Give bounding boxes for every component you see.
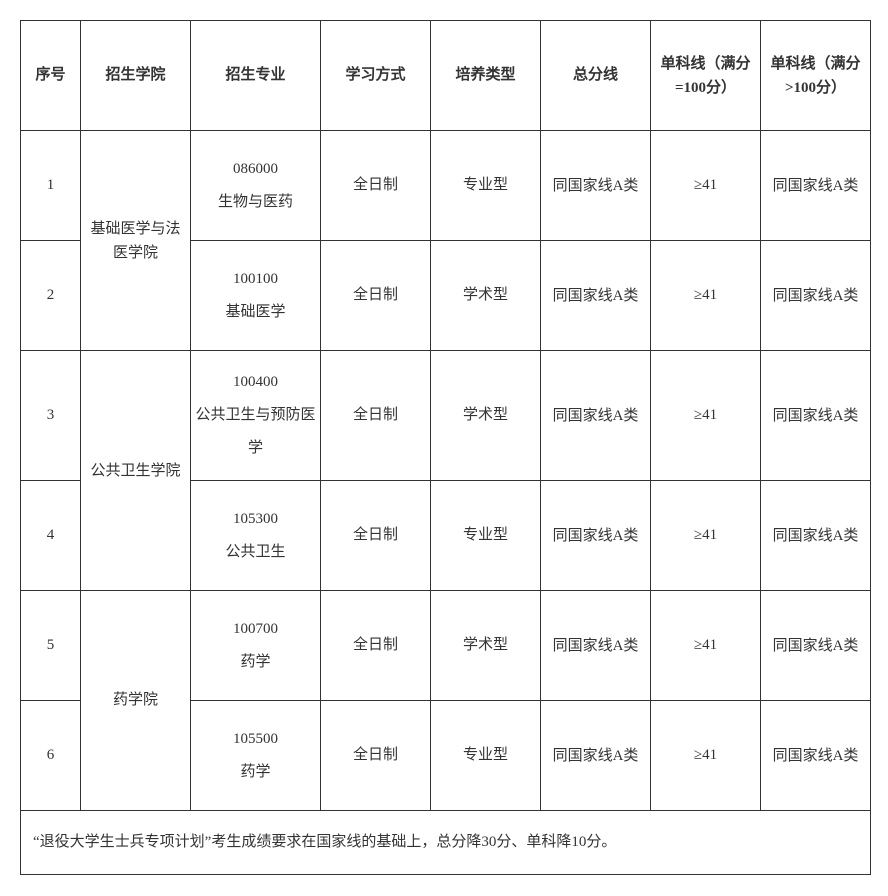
major-name: 基础医学 <box>195 296 316 329</box>
header-total-line: 总分线 <box>541 21 651 131</box>
table-header: 序号 招生学院 招生专业 学习方式 培养类型 总分线 单科线（满分=100分） … <box>21 21 871 131</box>
cell-study-mode: 全日制 <box>321 591 431 701</box>
cell-cultivate-type: 学术型 <box>431 241 541 351</box>
cell-subject-gt100: 同国家线A类 <box>761 591 871 701</box>
major-code: 105500 <box>195 723 316 756</box>
major-code: 100700 <box>195 613 316 646</box>
cell-subject-100: ≥41 <box>651 701 761 811</box>
cell-cultivate-type: 学术型 <box>431 591 541 701</box>
header-study-mode: 学习方式 <box>321 21 431 131</box>
header-subject-gt100: 单科线（满分>100分） <box>761 21 871 131</box>
cell-major: 100700 药学 <box>191 591 321 701</box>
header-major: 招生专业 <box>191 21 321 131</box>
header-subject-100: 单科线（满分=100分） <box>651 21 761 131</box>
cell-college: 基础医学与法医学院 <box>81 131 191 351</box>
table-row: 5 药学院 100700 药学 全日制 学术型 同国家线A类 ≥41 同国家线A… <box>21 591 871 701</box>
cell-subject-gt100: 同国家线A类 <box>761 701 871 811</box>
header-college: 招生学院 <box>81 21 191 131</box>
major-name: 公共卫生与预防医学 <box>195 399 316 465</box>
cell-subject-100: ≥41 <box>651 351 761 481</box>
major-name: 药学 <box>195 756 316 789</box>
cell-total-line: 同国家线A类 <box>541 241 651 351</box>
cell-total-line: 同国家线A类 <box>541 351 651 481</box>
cell-study-mode: 全日制 <box>321 131 431 241</box>
cell-study-mode: 全日制 <box>321 701 431 811</box>
header-row: 序号 招生学院 招生专业 学习方式 培养类型 总分线 单科线（满分=100分） … <box>21 21 871 131</box>
cell-cultivate-type: 学术型 <box>431 351 541 481</box>
table-row: 1 基础医学与法医学院 086000 生物与医药 全日制 专业型 同国家线A类 … <box>21 131 871 241</box>
cell-seq: 6 <box>21 701 81 811</box>
header-seq: 序号 <box>21 21 81 131</box>
cell-college: 公共卫生学院 <box>81 351 191 591</box>
footer-row: “退役大学生士兵专项计划”考生成绩要求在国家线的基础上，总分降30分、单科降10… <box>21 811 871 875</box>
header-cultivate-type: 培养类型 <box>431 21 541 131</box>
cell-total-line: 同国家线A类 <box>541 701 651 811</box>
cell-seq: 1 <box>21 131 81 241</box>
cell-major: 100400 公共卫生与预防医学 <box>191 351 321 481</box>
cell-major: 105300 公共卫生 <box>191 481 321 591</box>
cell-major: 100100 基础医学 <box>191 241 321 351</box>
cell-subject-100: ≥41 <box>651 131 761 241</box>
cell-subject-gt100: 同国家线A类 <box>761 351 871 481</box>
cell-subject-gt100: 同国家线A类 <box>761 131 871 241</box>
cell-total-line: 同国家线A类 <box>541 591 651 701</box>
major-code: 100400 <box>195 366 316 399</box>
major-name: 公共卫生 <box>195 536 316 569</box>
cell-seq: 4 <box>21 481 81 591</box>
major-name: 生物与医药 <box>195 186 316 219</box>
cell-subject-100: ≥41 <box>651 481 761 591</box>
major-code: 100100 <box>195 263 316 296</box>
cell-subject-100: ≥41 <box>651 241 761 351</box>
cell-college: 药学院 <box>81 591 191 811</box>
cell-seq: 3 <box>21 351 81 481</box>
cell-seq: 5 <box>21 591 81 701</box>
cell-major: 086000 生物与医药 <box>191 131 321 241</box>
cell-subject-gt100: 同国家线A类 <box>761 481 871 591</box>
cell-cultivate-type: 专业型 <box>431 701 541 811</box>
table-body: 1 基础医学与法医学院 086000 生物与医药 全日制 专业型 同国家线A类 … <box>21 131 871 875</box>
cell-cultivate-type: 专业型 <box>431 131 541 241</box>
major-name: 药学 <box>195 646 316 679</box>
cell-cultivate-type: 专业型 <box>431 481 541 591</box>
footer-note: “退役大学生士兵专项计划”考生成绩要求在国家线的基础上，总分降30分、单科降10… <box>21 811 871 875</box>
cell-study-mode: 全日制 <box>321 351 431 481</box>
cell-study-mode: 全日制 <box>321 481 431 591</box>
cell-total-line: 同国家线A类 <box>541 481 651 591</box>
cell-study-mode: 全日制 <box>321 241 431 351</box>
cell-total-line: 同国家线A类 <box>541 131 651 241</box>
cell-seq: 2 <box>21 241 81 351</box>
cell-subject-gt100: 同国家线A类 <box>761 241 871 351</box>
cell-subject-100: ≥41 <box>651 591 761 701</box>
cell-major: 105500 药学 <box>191 701 321 811</box>
major-code: 105300 <box>195 503 316 536</box>
table-row: 3 公共卫生学院 100400 公共卫生与预防医学 全日制 学术型 同国家线A类… <box>21 351 871 481</box>
admission-score-table: 序号 招生学院 招生专业 学习方式 培养类型 总分线 单科线（满分=100分） … <box>20 20 871 875</box>
major-code: 086000 <box>195 153 316 186</box>
